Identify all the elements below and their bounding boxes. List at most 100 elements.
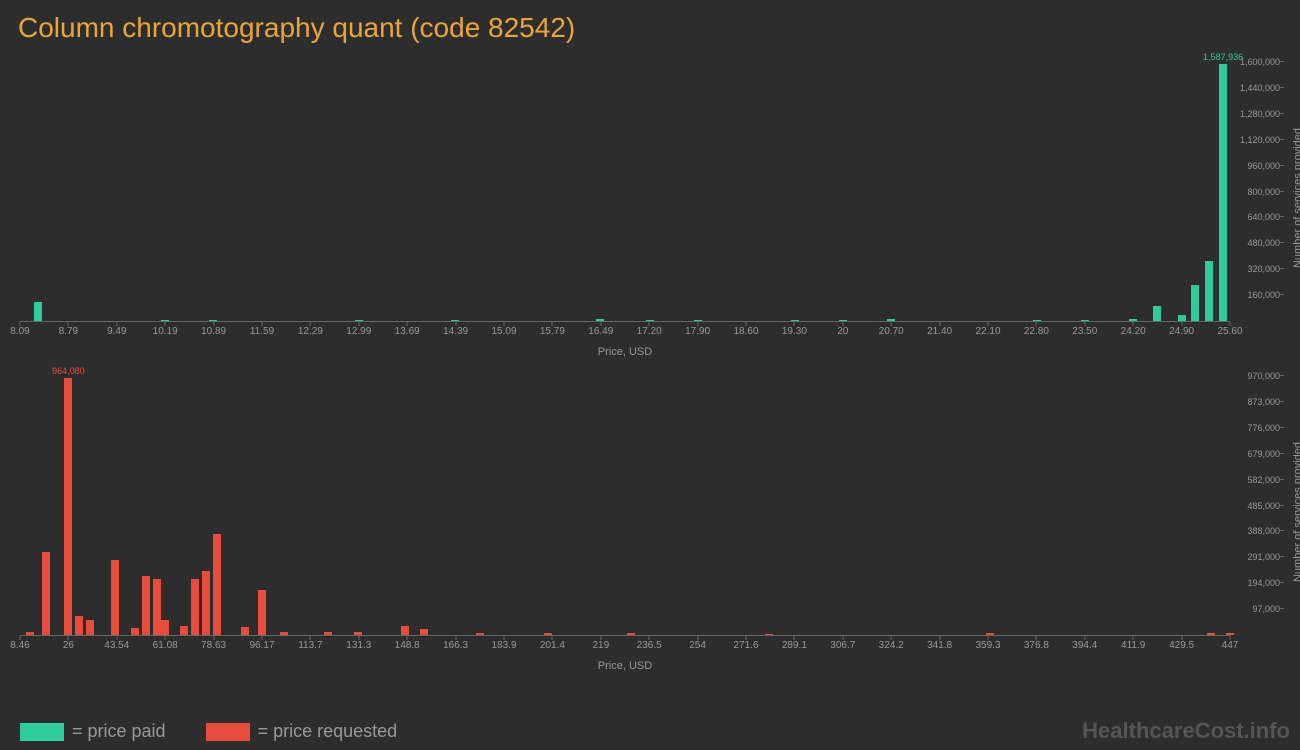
bar <box>86 620 94 635</box>
bar <box>1033 320 1041 321</box>
bar <box>1178 315 1186 321</box>
page-title: Column chromotography quant (code 82542) <box>0 0 1300 52</box>
y-tick: 320,000 <box>1247 264 1280 274</box>
legend-item-requested: = price requested <box>206 721 398 742</box>
bar <box>1129 319 1137 321</box>
bar <box>839 320 847 321</box>
bar <box>258 590 266 635</box>
x-tick: 22.10 <box>975 326 1000 337</box>
bar <box>191 579 199 635</box>
y-tick: 480,000 <box>1247 238 1280 248</box>
bar <box>75 616 83 635</box>
x-tick: 43.54 <box>104 640 129 651</box>
x-tick: 289.1 <box>782 640 807 651</box>
x-tick: 411.9 <box>1121 640 1145 651</box>
bar <box>280 632 288 635</box>
bar <box>401 626 409 635</box>
y-tick: 388,000 <box>1247 526 1280 536</box>
bar <box>1226 633 1234 635</box>
x-tick: 20.70 <box>879 326 904 337</box>
x-axis-label: Price, USD <box>598 346 652 358</box>
x-tick: 21.40 <box>927 326 952 337</box>
y-tick: 1,600,000 <box>1240 57 1280 67</box>
y-tick: 1,440,000 <box>1240 83 1280 93</box>
y-tick: 1,120,000 <box>1240 135 1280 145</box>
x-tick: 25.60 <box>1217 326 1242 337</box>
x-tick: 96.17 <box>249 640 274 651</box>
x-tick: 15.09 <box>491 326 516 337</box>
y-tick: 291,000 <box>1247 552 1280 562</box>
x-tick: 359.3 <box>975 640 1000 651</box>
legend-swatch <box>206 723 250 741</box>
x-tick: 12.99 <box>346 326 371 337</box>
chart-price-requested: 97,000194,000291,000388,000485,000582,00… <box>20 366 1230 676</box>
x-tick: 447 <box>1222 640 1239 651</box>
bar <box>1153 306 1161 321</box>
bar <box>694 320 702 321</box>
bar <box>142 576 150 635</box>
bar <box>544 633 552 635</box>
x-tick: 78.63 <box>201 640 226 651</box>
bar <box>213 534 221 635</box>
bar <box>34 302 42 321</box>
x-tick: 8.79 <box>59 326 78 337</box>
x-tick: 113.7 <box>298 640 322 651</box>
y-tick: 1,280,000 <box>1240 109 1280 119</box>
x-tick: 306.7 <box>830 640 855 651</box>
bar <box>887 319 895 321</box>
x-tick: 26 <box>63 640 74 651</box>
x-tick: 429.5 <box>1169 640 1194 651</box>
x-tick: 10.19 <box>153 326 178 337</box>
y-tick: 970,000 <box>1247 371 1280 381</box>
bar <box>26 632 34 635</box>
x-tick: 271.6 <box>733 640 758 651</box>
bar <box>1081 320 1089 321</box>
y-tick: 800,000 <box>1247 187 1280 197</box>
bar <box>209 320 217 321</box>
x-tick: 11.59 <box>250 326 274 337</box>
x-tick: 394.4 <box>1072 640 1097 651</box>
bar <box>1205 261 1213 321</box>
x-tick: 236.5 <box>637 640 662 651</box>
y-tick: 960,000 <box>1247 161 1280 171</box>
bar <box>131 628 139 635</box>
x-tick: 324.2 <box>879 640 904 651</box>
x-tick: 376.8 <box>1024 640 1049 651</box>
y-tick: 97,000 <box>1252 604 1280 614</box>
x-tick: 8.09 <box>10 326 29 337</box>
bar <box>153 579 161 635</box>
bar <box>596 319 604 321</box>
bar: 1,587,936 <box>1219 64 1227 321</box>
chart-price-paid: 160,000320,000480,000640,000800,000960,0… <box>20 52 1230 362</box>
x-tick: 201.4 <box>540 640 565 651</box>
x-tick: 23.50 <box>1072 326 1097 337</box>
x-tick: 15.79 <box>540 326 565 337</box>
x-tick: 341.8 <box>927 640 952 651</box>
x-tick: 13.69 <box>395 326 420 337</box>
x-tick: 18.60 <box>733 326 758 337</box>
peak-label: 964,080 <box>52 366 85 378</box>
y-axis-label: Number of services provided <box>1292 441 1300 581</box>
watermark: HealthcareCost.info <box>1082 718 1290 744</box>
bar <box>765 634 773 635</box>
x-tick: 17.20 <box>637 326 662 337</box>
legend-swatch <box>20 723 64 741</box>
y-tick: 640,000 <box>1247 212 1280 222</box>
x-tick: 8.46 <box>10 640 29 651</box>
x-tick: 20 <box>837 326 848 337</box>
bar <box>791 320 799 321</box>
x-tick: 166.3 <box>443 640 468 651</box>
bar <box>161 320 169 321</box>
x-tick: 24.90 <box>1169 326 1194 337</box>
bar <box>161 620 169 635</box>
y-tick: 485,000 <box>1247 501 1280 511</box>
legend-label: = price paid <box>72 721 166 742</box>
bar <box>324 632 332 635</box>
peak-label: 1,587,936 <box>1203 52 1243 64</box>
bar <box>355 320 363 321</box>
x-tick: 61.08 <box>153 640 178 651</box>
y-tick: 776,000 <box>1247 423 1280 433</box>
legend: = price paid = price requested <box>20 721 397 742</box>
bar <box>646 320 654 321</box>
bar <box>111 560 119 635</box>
